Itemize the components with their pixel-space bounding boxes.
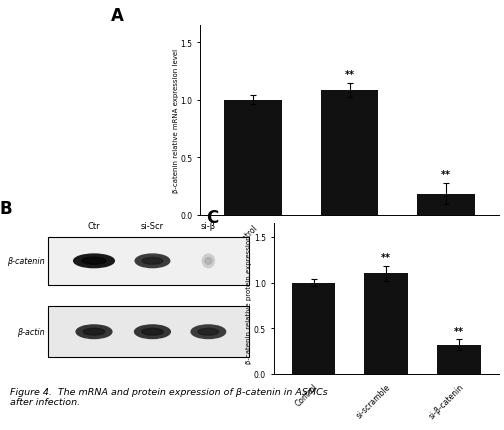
Text: B: B bbox=[0, 200, 13, 218]
Y-axis label: β-catenin relative protein expression: β-catenin relative protein expression bbox=[246, 235, 253, 363]
Bar bbox=[48, 306, 249, 358]
Bar bbox=[417, 194, 475, 215]
Bar bbox=[437, 345, 481, 374]
Text: **: ** bbox=[345, 70, 355, 80]
Text: si-Scr: si-Scr bbox=[141, 221, 164, 230]
Ellipse shape bbox=[205, 258, 212, 264]
Bar bbox=[321, 91, 379, 215]
Text: Ctr: Ctr bbox=[88, 221, 100, 230]
Ellipse shape bbox=[74, 255, 114, 268]
Bar bbox=[224, 100, 282, 215]
Bar bbox=[48, 237, 249, 286]
Ellipse shape bbox=[82, 258, 106, 264]
Ellipse shape bbox=[142, 258, 163, 264]
Ellipse shape bbox=[191, 325, 226, 339]
Text: A: A bbox=[110, 7, 123, 25]
Text: β-actin: β-actin bbox=[17, 328, 44, 336]
Text: C: C bbox=[206, 209, 218, 227]
Text: Figure 4.  The mRNA and protein expression of β-catenin in ASMCs
after infection: Figure 4. The mRNA and protein expressio… bbox=[10, 387, 328, 406]
Ellipse shape bbox=[83, 329, 105, 335]
Y-axis label: β-catenin relative mRNA expression level: β-catenin relative mRNA expression level bbox=[173, 49, 179, 192]
Text: β-catenin: β-catenin bbox=[7, 257, 44, 266]
Bar bbox=[292, 283, 335, 374]
Bar bbox=[364, 274, 408, 374]
Text: **: ** bbox=[454, 326, 464, 336]
Text: **: ** bbox=[441, 169, 451, 179]
Text: **: ** bbox=[381, 253, 391, 263]
Ellipse shape bbox=[198, 329, 219, 335]
Ellipse shape bbox=[135, 255, 170, 268]
Ellipse shape bbox=[135, 325, 170, 339]
Text: si-β: si-β bbox=[201, 221, 216, 230]
Ellipse shape bbox=[202, 255, 215, 268]
Ellipse shape bbox=[142, 329, 163, 335]
Ellipse shape bbox=[76, 325, 112, 339]
